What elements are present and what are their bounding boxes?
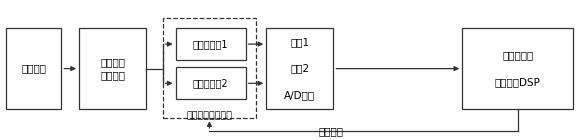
Text: 程控放大器2: 程控放大器2: [193, 78, 228, 88]
Text: 读取采样值: 读取采样值: [502, 50, 534, 60]
Text: 数字控制DSP: 数字控制DSP: [495, 77, 541, 87]
Text: 通道1: 通道1: [290, 37, 309, 47]
Text: 增益预置: 增益预置: [318, 126, 343, 136]
Text: 程控放大器1: 程控放大器1: [193, 39, 228, 49]
Bar: [176, 67, 246, 99]
Bar: [462, 28, 573, 109]
Text: 两路并行放大电路: 两路并行放大电路: [187, 111, 232, 120]
Text: 调理电路: 调理电路: [100, 70, 125, 80]
Text: 信号输入: 信号输入: [21, 64, 46, 74]
Text: A/D转换: A/D转换: [284, 90, 315, 100]
Bar: [6, 28, 61, 109]
Bar: [79, 28, 146, 109]
Bar: [176, 28, 246, 60]
Bar: [266, 28, 333, 109]
Text: 通道2: 通道2: [290, 64, 309, 74]
Bar: [163, 18, 256, 118]
Text: 初级放大: 初级放大: [100, 57, 125, 67]
